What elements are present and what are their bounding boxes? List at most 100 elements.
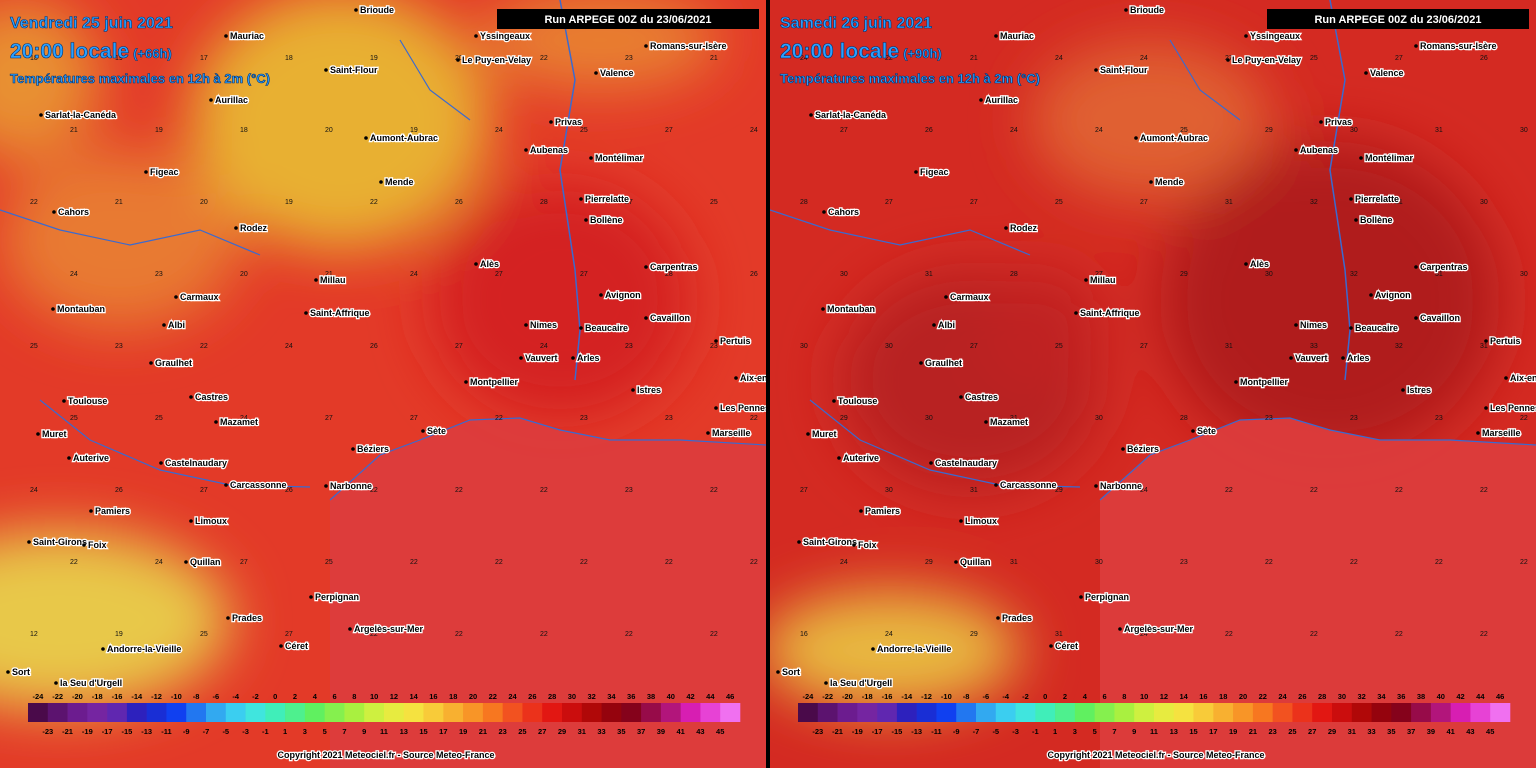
city-label: Prades bbox=[1002, 613, 1032, 623]
legend-swatch bbox=[324, 703, 345, 722]
heat-blob bbox=[0, 150, 240, 330]
city-label: Rodez bbox=[1010, 223, 1038, 233]
legend-bottom-label: -5 bbox=[222, 727, 229, 736]
copyright: Copyright 2021 Meteociel.fr - Source Met… bbox=[277, 750, 494, 760]
legend-top-label: -12 bbox=[921, 692, 932, 701]
city-label: Argelès-sur-Mer bbox=[1124, 624, 1194, 634]
legend-top-label: 8 bbox=[1122, 692, 1126, 701]
city-dot bbox=[734, 376, 738, 380]
city-label: Nimes bbox=[1300, 320, 1327, 330]
city-dot bbox=[919, 361, 923, 365]
temperature-label: 21 bbox=[325, 271, 333, 278]
legend-top-label: -10 bbox=[171, 692, 182, 701]
legend-swatch bbox=[995, 703, 1016, 722]
city-label: Albi bbox=[168, 320, 185, 330]
legend-top-label: 30 bbox=[1338, 692, 1346, 701]
legend-swatch bbox=[1173, 703, 1194, 722]
legend-swatch bbox=[1411, 703, 1432, 722]
temperature-label: 22 bbox=[1480, 487, 1488, 494]
temperature-label: 20 bbox=[325, 127, 333, 134]
city-dot bbox=[524, 323, 528, 327]
city-dot bbox=[234, 226, 238, 230]
legend-swatch bbox=[1252, 703, 1273, 722]
city-dot bbox=[1244, 34, 1248, 38]
city-dot bbox=[1094, 68, 1098, 72]
temperature-label: 22 bbox=[540, 55, 548, 62]
legend-swatch bbox=[1351, 703, 1372, 722]
legend-top-label: 8 bbox=[352, 692, 356, 701]
temperature-label: 24 bbox=[240, 415, 248, 422]
river bbox=[0, 209, 261, 256]
city-dot bbox=[1244, 262, 1248, 266]
temperature-label: 22 bbox=[580, 559, 588, 566]
temperature-label: 31 bbox=[925, 271, 933, 278]
city-label: Montauban bbox=[827, 304, 875, 314]
temperature-label: 25 bbox=[710, 199, 718, 206]
city-label: Valence bbox=[600, 68, 634, 78]
temperature-label: 28 bbox=[540, 199, 548, 206]
city-dot bbox=[39, 113, 43, 117]
river bbox=[39, 399, 311, 488]
temperature-label: 23 bbox=[625, 343, 633, 350]
temperature-label: 21 bbox=[970, 55, 978, 62]
legend-swatch bbox=[67, 703, 88, 722]
city-label: Saint-Girons bbox=[803, 537, 857, 547]
city-dot bbox=[348, 627, 352, 631]
legend-top-label: 34 bbox=[607, 692, 616, 701]
temperature-label: 27 bbox=[970, 343, 978, 350]
legend-top-label: 38 bbox=[1417, 692, 1425, 701]
legend-bottom-label: -5 bbox=[992, 727, 999, 736]
city-dot bbox=[1004, 226, 1008, 230]
temperature-label: 22 bbox=[750, 559, 758, 566]
temperature-label: 26 bbox=[750, 271, 758, 278]
legend-bottom-label: -15 bbox=[891, 727, 902, 736]
temperature-label: 27 bbox=[455, 343, 463, 350]
coastline bbox=[1099, 417, 1536, 501]
city-dot bbox=[524, 148, 528, 152]
legend-swatch bbox=[1114, 703, 1135, 722]
city-dot bbox=[519, 356, 523, 360]
city-label: Montpellier bbox=[470, 377, 518, 387]
city-dot bbox=[959, 395, 963, 399]
temperature-label: 26 bbox=[455, 199, 463, 206]
city-label: Pierrelatte bbox=[1355, 194, 1399, 204]
city-label: Avignon bbox=[1375, 290, 1411, 300]
temperature-label: 25 bbox=[155, 415, 163, 422]
city-dot bbox=[1289, 356, 1293, 360]
legend-top-label: 44 bbox=[1476, 692, 1485, 701]
city-dot bbox=[324, 68, 328, 72]
temperature-label: 22 bbox=[625, 631, 633, 638]
temperature-label: 27 bbox=[410, 415, 418, 422]
temperature-label: 19 bbox=[155, 127, 163, 134]
temperature-label: 20 bbox=[200, 199, 208, 206]
legend-bottom-label: -19 bbox=[852, 727, 863, 736]
city-dot bbox=[52, 210, 56, 214]
city-label: Sarlat-la-Canéda bbox=[45, 110, 117, 120]
city-dot bbox=[354, 8, 358, 12]
city-label: Sarlat-la-Canéda bbox=[815, 110, 887, 120]
legend-top-label: -6 bbox=[213, 692, 220, 701]
legend-top-label: 10 bbox=[1140, 692, 1148, 701]
city-dot bbox=[1359, 156, 1363, 160]
legend-bottom-label: 9 bbox=[1132, 727, 1136, 736]
run-label: Run ARPEGE 00Z du 23/06/2021 bbox=[1314, 14, 1481, 26]
city-label: Graulhet bbox=[155, 358, 192, 368]
temperature-label: 32 bbox=[1310, 199, 1318, 206]
legend-top-label: -6 bbox=[983, 692, 990, 701]
temperature-label: 21 bbox=[70, 127, 78, 134]
city-dot bbox=[189, 519, 193, 523]
temperature-label: 24 bbox=[885, 631, 893, 638]
temperature-label: 31 bbox=[1225, 343, 1233, 350]
city-label: Beaucaire bbox=[1355, 323, 1398, 333]
legend-swatch bbox=[245, 703, 266, 722]
city-label: Auterive bbox=[843, 453, 879, 463]
legend-bottom-label: -17 bbox=[102, 727, 113, 736]
city-label: Cahors bbox=[828, 207, 859, 217]
city-label: Toulouse bbox=[838, 396, 877, 406]
legend-bottom-label: 5 bbox=[1093, 727, 1097, 736]
temperature-label: 27 bbox=[840, 127, 848, 134]
city-label: Limoux bbox=[195, 516, 227, 526]
temperature-label: 32 bbox=[1395, 343, 1403, 350]
city-dot bbox=[421, 429, 425, 433]
city-label: Mauriac bbox=[230, 31, 264, 41]
